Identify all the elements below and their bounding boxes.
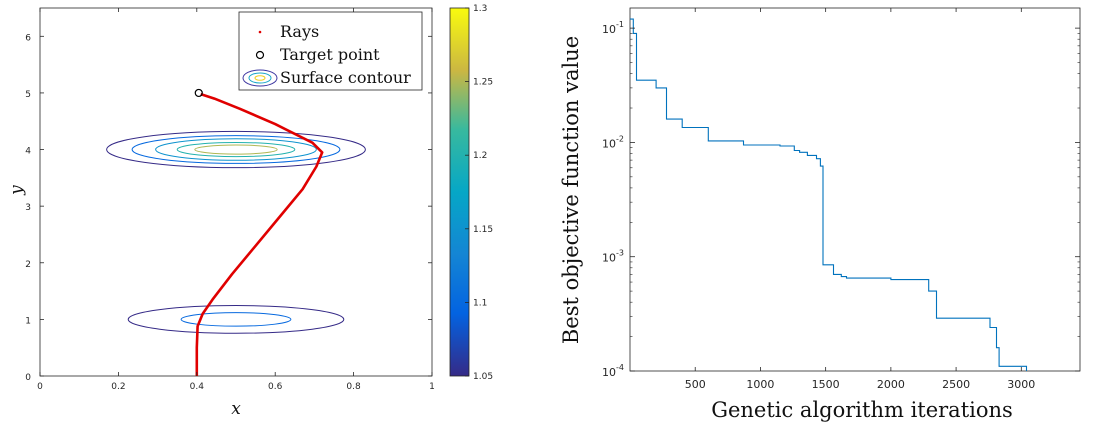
- x-axis-title: Genetic algorithm iterations: [711, 398, 1013, 422]
- plot2-frame: [629, 7, 1081, 372]
- legend-rays-marker: [258, 30, 262, 34]
- y-tick-label: 0: [25, 373, 31, 383]
- legend: Rays Target point Surface contour: [238, 11, 423, 91]
- contour-ring: [180, 312, 292, 327]
- colorbar-tick-label: 1.1: [473, 298, 487, 308]
- x-tick-label: 0.8: [346, 382, 361, 392]
- best-objective-series: [630, 18, 1028, 371]
- x-ticks: 500 1000 1500 2000 2500 3000: [685, 8, 1035, 391]
- y-tick-label: 3: [25, 203, 31, 213]
- y-tick-label: 1: [25, 316, 31, 326]
- target-point: [194, 88, 203, 98]
- y-axis-title: y: [7, 185, 27, 196]
- contour-ray-plot: 0 0.2 0.4 0.6 0.8 1 0 1 2 3 4 5 6 x y Rays Target p…: [7, 4, 493, 419]
- legend-target-marker: [255, 50, 265, 60]
- x-tick-label: 0: [37, 382, 43, 392]
- colorbar-ticks: 1.05 1.1 1.15 1.2 1.25 1.3: [465, 4, 493, 382]
- y-tick-label: 10-2: [602, 134, 624, 150]
- x-tick-label: 1000: [746, 378, 774, 391]
- colorbar-gradient: [449, 7, 470, 377]
- x-tick-label: 3000: [1007, 378, 1035, 391]
- x-tick-label: 0.4: [190, 382, 205, 392]
- y-ticks: 0 1 2 3 4 5 6: [25, 33, 432, 383]
- colorbar-tick-label: 1.3: [473, 4, 487, 14]
- colorbar-tick-label: 1.15: [473, 225, 493, 235]
- x-tick-label: 1500: [812, 378, 840, 391]
- y-tick-label: 5: [25, 90, 31, 100]
- legend-box: [238, 11, 423, 91]
- legend-rays-label: Rays: [280, 22, 319, 41]
- y-tick-label: 10-4: [602, 363, 624, 379]
- rays-layer: [194, 88, 324, 376]
- contour-ring: [106, 130, 366, 169]
- legend-target-label: Target point: [280, 45, 380, 64]
- x-tick-label: 0.6: [268, 382, 283, 392]
- y-axis-title: Best objective function value: [559, 36, 583, 344]
- y-tick-label: 6: [25, 33, 31, 43]
- y-ticks: 10-1 10-2 10-3 10-4: [602, 20, 1080, 379]
- x-tick-label: 2500: [942, 378, 970, 391]
- contour-ring: [194, 144, 278, 155]
- contour-ring: [155, 138, 317, 161]
- colorbar: 1.05 1.1 1.15 1.2 1.25 1.3: [449, 4, 493, 382]
- x-ticks: 0 0.2 0.4 0.6 0.8 1: [37, 8, 435, 392]
- x-tick-label: 0.2: [111, 382, 125, 392]
- ray-path: [195, 92, 324, 376]
- surface-contours: [106, 130, 366, 334]
- y-tick-label: 10-3: [602, 249, 624, 265]
- x-tick-label: 1: [429, 382, 435, 392]
- y-tick-label: 4: [25, 147, 31, 157]
- legend-contour-marker: [242, 69, 278, 87]
- legend-contour-label: Surface contour: [280, 68, 411, 87]
- y-tick-label: 2: [25, 260, 31, 270]
- ga-convergence-plot: 500 1000 1500 2000 2500 3000 10-1 10-2 10-3 10-4…: [559, 7, 1081, 422]
- x-axis-title: x: [231, 399, 241, 419]
- contour-ring: [127, 305, 345, 334]
- contour-ring: [131, 135, 341, 164]
- colorbar-tick-label: 1.05: [473, 372, 493, 382]
- x-tick-label: 500: [685, 378, 706, 391]
- x-tick-label: 2000: [877, 378, 905, 391]
- colorbar-tick-label: 1.25: [473, 78, 493, 88]
- contour-ring: [176, 141, 296, 158]
- y-tick-label: 10-1: [602, 20, 624, 36]
- colorbar-tick-label: 1.2: [473, 151, 487, 161]
